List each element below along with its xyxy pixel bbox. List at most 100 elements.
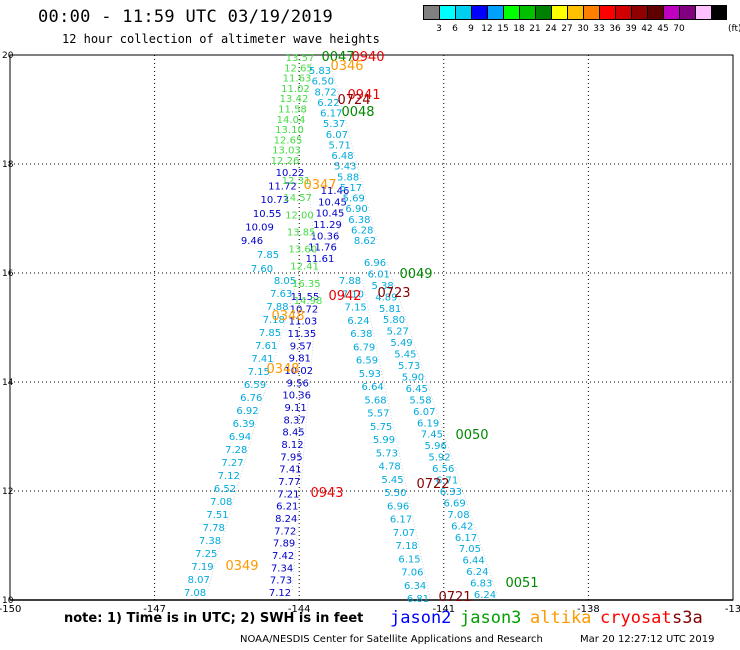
color-swatch	[679, 5, 695, 20]
color-scale-level: 42	[641, 24, 653, 34]
pass-time-label: 0724	[337, 93, 370, 108]
wave-height-value: 10.02	[284, 366, 313, 377]
legend-entry-jason2: jason2	[390, 608, 452, 628]
wave-height-value: 7.41	[279, 465, 301, 476]
pass-time-label: 0941	[347, 88, 380, 103]
lon-tick-label: -141	[432, 604, 455, 615]
pass-time-label: 0346	[330, 59, 363, 74]
color-scale-level: 15	[497, 24, 509, 34]
wave-height-value: 8.07	[188, 575, 210, 586]
wave-height-value: 6.22	[317, 98, 339, 109]
wave-height-value: 6.28	[351, 225, 373, 236]
color-swatch	[631, 5, 647, 20]
wave-height-value: 8.45	[282, 428, 304, 439]
pass-time-label: 0348	[271, 309, 304, 324]
wave-height-value: 11.76	[308, 243, 337, 254]
wave-height-value: 6.71	[436, 476, 458, 487]
wave-height-value: 7.08	[447, 510, 469, 521]
wave-height-value: 6.07	[326, 130, 348, 141]
wave-height-value: 5.45	[381, 475, 403, 486]
color-scale-level: 45	[657, 24, 669, 34]
pass-time-label: 0049	[399, 267, 432, 282]
wave-height-value: 12.00	[285, 210, 314, 221]
wave-height-value: 5.75	[370, 422, 392, 433]
wave-height-value: 7.12	[218, 471, 240, 482]
wave-height-value: 13.42	[280, 94, 309, 105]
wave-height-value: 5.73	[398, 361, 420, 372]
color-swatch	[439, 5, 455, 20]
wave-height-value: 6.21	[276, 502, 298, 513]
pass-time-label: 0050	[455, 428, 488, 443]
color-swatch	[615, 5, 631, 20]
wave-height-value: 6.17	[320, 109, 342, 120]
color-scale-level: 33	[593, 24, 605, 34]
wave-height-value: 6.69	[444, 498, 466, 509]
color-swatch	[567, 5, 583, 20]
wave-height-value: 5.73	[376, 448, 398, 459]
wave-height-value: 6.38	[348, 215, 370, 226]
wave-height-value: 6.17	[390, 515, 412, 526]
wave-height-value: 12.65	[284, 63, 313, 74]
legend-entry-s3a: s3a	[672, 608, 703, 628]
wave-height-value: 7.72	[274, 526, 296, 537]
wave-height-value: 5.45	[394, 350, 416, 361]
wave-height-value: 11.61	[306, 254, 335, 265]
wave-height-value: 7.15	[345, 303, 367, 314]
wave-height-value: 11.58	[278, 105, 307, 116]
wave-height-value: 5.38	[371, 281, 393, 292]
wave-height-value: 7.42	[272, 551, 294, 562]
lat-tick-label: 20	[2, 51, 14, 61]
wave-height-value: 10.72	[290, 304, 319, 315]
wave-height-value: 5.83	[309, 66, 331, 77]
wave-height-value: 14.57	[283, 193, 312, 204]
wave-height-value: 9.57	[290, 341, 312, 352]
credit-text: NOAA/NESDIS Center for Satellite Applica…	[240, 634, 543, 645]
wave-height-value: 13.60	[289, 245, 318, 256]
wave-height-value: 6.39	[233, 419, 255, 430]
color-scale-level: 24	[545, 24, 557, 34]
wave-height-value: 5.50	[384, 488, 406, 499]
pass-time-label: 0348	[266, 362, 299, 377]
wave-height-value: 7.10	[342, 289, 364, 300]
track-line	[307, 179, 321, 301]
wave-height-value: 5.27	[387, 327, 409, 338]
wave-height-value: 6.44	[462, 556, 484, 567]
wave-height-value: 7.51	[206, 510, 228, 521]
wave-height-value: 6.81	[407, 594, 429, 605]
wave-height-value: 12.41	[290, 262, 319, 273]
wave-height-value: 11.63	[283, 74, 312, 85]
wave-height-value: 5.96	[425, 441, 447, 452]
wave-height-value: 11.03	[289, 317, 318, 328]
wave-height-value: 6.42	[451, 521, 473, 532]
wave-height-value: 7.45	[421, 430, 443, 441]
color-scale-level: 30	[577, 24, 589, 34]
wave-height-value: 6.96	[364, 258, 386, 269]
wave-height-value: 6.19	[417, 418, 439, 429]
color-scale-level: 70	[673, 24, 685, 34]
wave-height-value: 9.56	[287, 378, 309, 389]
wave-height-value: 6.24	[466, 567, 488, 578]
pass-time-label: 0349	[225, 559, 258, 574]
lon-tick-label: -147	[143, 604, 166, 615]
wave-height-value: 10.22	[276, 168, 305, 179]
wave-height-value: 9.81	[289, 354, 311, 365]
wave-height-value: 5.88	[337, 172, 359, 183]
wave-height-value: 5.58	[409, 395, 431, 406]
wave-height-value: 6.90	[345, 204, 367, 215]
wave-height-value: 7.73	[270, 576, 292, 587]
wave-height-value: 7.08	[210, 497, 232, 508]
color-scale-level: 18	[513, 24, 525, 34]
wave-height-value: 10.45	[318, 197, 347, 208]
wave-height-value: 7.77	[278, 477, 300, 488]
color-scale-level: 36	[609, 24, 621, 34]
color-swatch	[551, 5, 567, 20]
pass-time-label: 0048	[341, 105, 374, 120]
wave-height-value: 4.78	[379, 462, 401, 473]
pass-time-label: 0723	[377, 286, 410, 301]
legend-entry-cryosat: cryosat	[600, 608, 672, 628]
wave-height-value: 12.31	[282, 176, 311, 187]
wave-height-value: 5.17	[340, 183, 362, 194]
legend-entry-jason3: jason3	[460, 608, 522, 628]
wave-height-value: 6.01	[368, 269, 390, 280]
pass-time-label: 0721	[438, 590, 471, 605]
